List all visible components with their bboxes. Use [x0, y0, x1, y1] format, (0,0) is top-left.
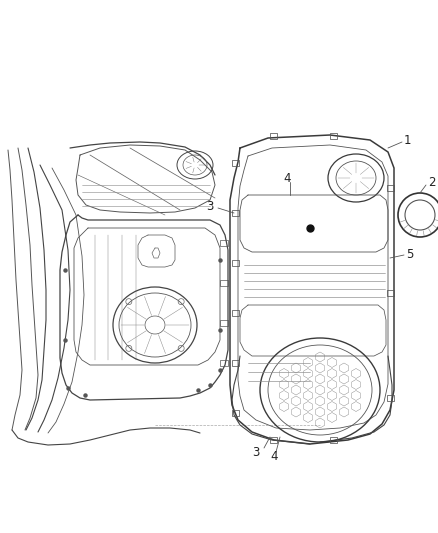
Text: 1: 1: [404, 133, 411, 147]
Bar: [220, 280, 228, 286]
Bar: [220, 240, 228, 246]
Text: 5: 5: [406, 247, 413, 261]
Bar: [232, 410, 239, 416]
Text: 2: 2: [428, 176, 435, 190]
Bar: [220, 320, 228, 326]
Bar: [330, 133, 337, 139]
Text: 4: 4: [283, 172, 291, 184]
Bar: [232, 160, 239, 166]
Bar: [232, 210, 239, 216]
Bar: [220, 360, 228, 366]
Bar: [387, 290, 394, 296]
Text: 3: 3: [207, 200, 214, 214]
Text: 4: 4: [270, 449, 278, 463]
Text: 3: 3: [253, 446, 260, 458]
Bar: [330, 437, 337, 443]
Bar: [387, 395, 394, 401]
Bar: [270, 437, 277, 443]
Bar: [232, 260, 239, 266]
Bar: [387, 185, 394, 191]
Bar: [270, 133, 277, 139]
Bar: [232, 310, 239, 316]
Bar: [232, 360, 239, 366]
